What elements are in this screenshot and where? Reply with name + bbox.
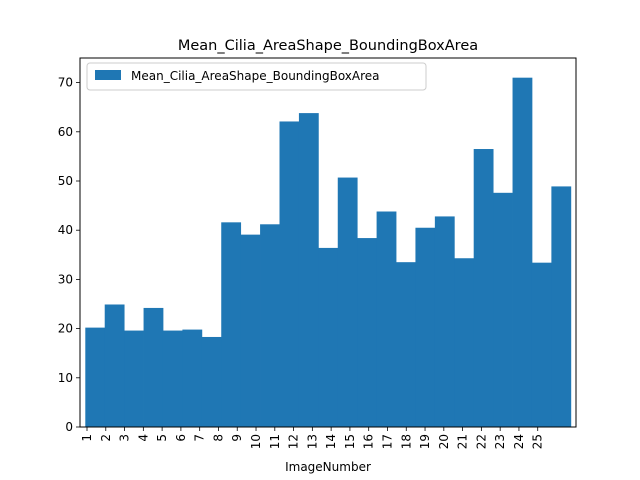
bar-20	[454, 258, 475, 427]
plot-frame	[79, 57, 577, 428]
bar-12	[298, 113, 319, 427]
x-tick-label: 11	[268, 434, 282, 449]
x-tick-label: 6	[174, 434, 188, 442]
y-axis: 0 10 20 30 40 50 60 70	[58, 76, 80, 434]
bar-2	[104, 304, 125, 427]
x-tick-label: 18	[399, 434, 413, 449]
x-axis: 1 2 3 4 5 6 7 8 9 10 11 12 13 14 15 16 17 18 19 20 21 22 23 24 2…	[80, 427, 545, 449]
bar-18	[415, 227, 436, 427]
x-tick-label: 20	[437, 434, 451, 449]
x-tick-label: 3	[118, 434, 132, 442]
bar-3	[124, 330, 144, 427]
x-tick-label: 22	[474, 434, 488, 449]
y-tick-label: 0	[65, 420, 73, 434]
bar-6	[182, 329, 203, 427]
legend-label: Mean_Cilia_AreaShape_BoundingBoxArea	[131, 69, 380, 83]
x-tick-label: 15	[343, 434, 357, 449]
x-tick-label: 13	[305, 434, 319, 449]
bar-23	[512, 77, 533, 428]
y-tick-label: 50	[58, 174, 73, 188]
chart-title: Mean_Cilia_AreaShape_BoundingBoxArea	[178, 38, 478, 54]
legend-swatch	[95, 70, 121, 80]
bar-25	[551, 186, 572, 427]
x-tick-label: 17	[380, 434, 394, 449]
bar-17	[396, 262, 416, 427]
bar-4	[143, 307, 164, 427]
bar-9	[240, 234, 261, 427]
bars-group	[85, 77, 572, 428]
x-tick-label: 16	[362, 434, 376, 449]
x-tick-label: 12	[287, 434, 301, 449]
bar-8	[221, 222, 242, 427]
x-tick-label: 14	[324, 434, 338, 449]
x-tick-label: 1	[80, 434, 94, 442]
bar-5	[162, 330, 183, 427]
bar-7	[201, 336, 222, 427]
y-tick-label: 70	[58, 76, 73, 90]
x-tick-label: 5	[155, 434, 169, 442]
bar-15	[357, 238, 377, 427]
legend: Mean_Cilia_AreaShape_BoundingBoxArea	[86, 62, 427, 91]
bar-10	[260, 224, 280, 427]
bar-1	[85, 327, 106, 427]
x-tick-label: 7	[193, 434, 207, 442]
y-tick-label: 20	[58, 322, 73, 336]
x-tick-label: 8	[211, 434, 225, 442]
x-tick-label: 4	[136, 434, 150, 442]
x-tick-label: 9	[230, 434, 244, 442]
bar-24	[531, 262, 552, 427]
bar-19	[434, 216, 455, 427]
x-tick-label: 10	[249, 434, 263, 449]
legend-box	[86, 62, 427, 91]
x-tick-label: 2	[99, 434, 113, 442]
bar-11	[279, 121, 300, 427]
x-tick-label: 21	[456, 434, 470, 449]
y-tick-label: 10	[58, 371, 73, 385]
bar-14	[337, 177, 358, 427]
bar-22	[493, 192, 513, 427]
x-tick-label: 23	[493, 434, 507, 449]
y-tick-label: 30	[58, 272, 73, 286]
x-tick-label: 25	[531, 434, 545, 449]
x-axis-label: ImageNumber	[285, 460, 371, 474]
bar-13	[318, 247, 339, 427]
bar-21	[473, 149, 494, 427]
x-tick-label: 19	[418, 434, 432, 449]
x-tick-label: 24	[512, 434, 526, 449]
bar-16	[376, 211, 397, 427]
y-tick-label: 40	[58, 223, 73, 237]
y-tick-label: 60	[58, 125, 73, 139]
